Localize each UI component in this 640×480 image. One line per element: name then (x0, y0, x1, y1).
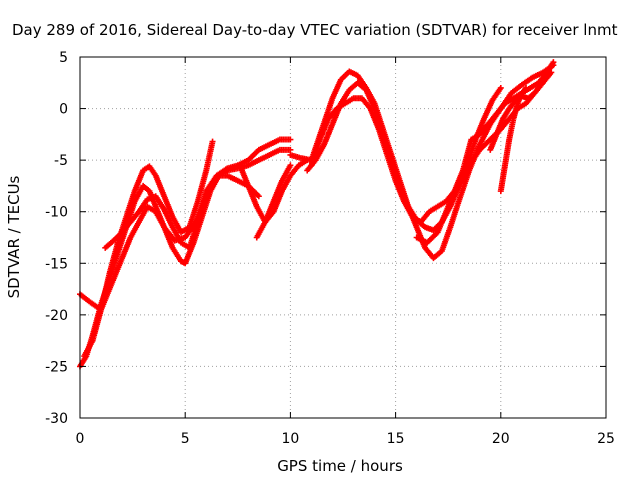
series-markers (102, 146, 294, 251)
y-tick-label: 5 (59, 50, 68, 66)
x-axis-label: GPS time / hours (277, 457, 403, 475)
y-tick-label: -25 (45, 359, 68, 375)
series-markers (287, 62, 557, 262)
data-point-markers (287, 62, 557, 262)
x-tick-label: 25 (597, 431, 615, 447)
x-tick-label: 20 (492, 431, 510, 447)
chart-title: Day 289 of 2016, Sidereal Day-to-day VTE… (12, 21, 618, 39)
series-markers (77, 136, 294, 313)
y-tick-label: -20 (45, 308, 68, 324)
y-axis: -30 -25 -20 -15 -10 -5 0 5 (45, 50, 606, 427)
series-markers (253, 162, 294, 241)
data-point-markers (308, 59, 557, 226)
series-markers (497, 84, 530, 195)
data-point-markers (497, 84, 530, 195)
data-series (77, 59, 557, 370)
y-tick-label: -30 (45, 411, 68, 427)
series-markers (308, 59, 557, 226)
x-axis: 0 5 10 15 20 25 (76, 57, 615, 447)
data-point-markers (77, 136, 294, 313)
y-tick-label: 0 (59, 102, 68, 118)
y-tick-label: -5 (54, 153, 68, 169)
data-point-markers (253, 162, 294, 241)
y-tick-label: -10 (45, 205, 68, 221)
plot-frame (79, 56, 607, 419)
data-point-markers (81, 138, 216, 360)
grid (80, 57, 606, 418)
x-tick-label: 10 (281, 431, 299, 447)
series-markers (81, 138, 216, 360)
x-tick-label: 15 (387, 431, 405, 447)
y-tick-label: -15 (45, 256, 68, 272)
y-axis-label: SDTVAR / TECUs (5, 175, 23, 298)
series-markers (77, 172, 262, 370)
x-tick-label: 5 (181, 431, 190, 447)
data-point-markers (77, 172, 262, 370)
x-tick-label: 0 (76, 431, 85, 447)
data-point-markers (102, 146, 294, 251)
